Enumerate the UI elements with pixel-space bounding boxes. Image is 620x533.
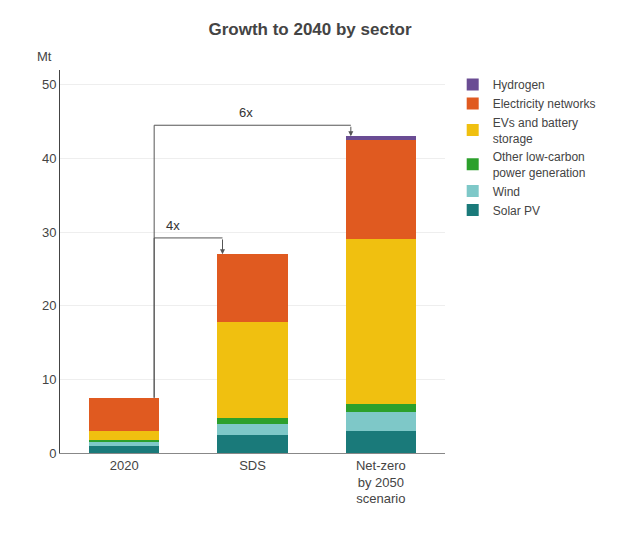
- svg-text:30: 30: [42, 225, 56, 240]
- svg-text:SDS: SDS: [239, 458, 266, 473]
- svg-text:50: 50: [42, 77, 56, 92]
- svg-text:EVs and batterystorage: EVs and batterystorage: [493, 116, 578, 146]
- svg-text:Wind: Wind: [493, 185, 520, 199]
- svg-text:6x: 6x: [239, 105, 253, 120]
- svg-text:Mt: Mt: [37, 49, 52, 64]
- svg-text:Net-zeroby 2050scenario: Net-zeroby 2050scenario: [356, 458, 406, 507]
- svg-text:4x: 4x: [166, 218, 180, 233]
- svg-text:10: 10: [42, 372, 56, 387]
- svg-text:20: 20: [42, 298, 56, 313]
- svg-text:Hydrogen: Hydrogen: [493, 78, 545, 92]
- svg-text:Electricity networks: Electricity networks: [493, 97, 596, 111]
- svg-text:40: 40: [42, 151, 56, 166]
- svg-text:Growth to 2040 by sector: Growth to 2040 by sector: [208, 20, 411, 39]
- svg-text:Solar PV: Solar PV: [493, 204, 540, 218]
- svg-text:2020: 2020: [110, 458, 139, 473]
- svg-text:Other low-carbonpower generati: Other low-carbonpower generation: [493, 150, 586, 180]
- svg-text:0: 0: [49, 446, 56, 461]
